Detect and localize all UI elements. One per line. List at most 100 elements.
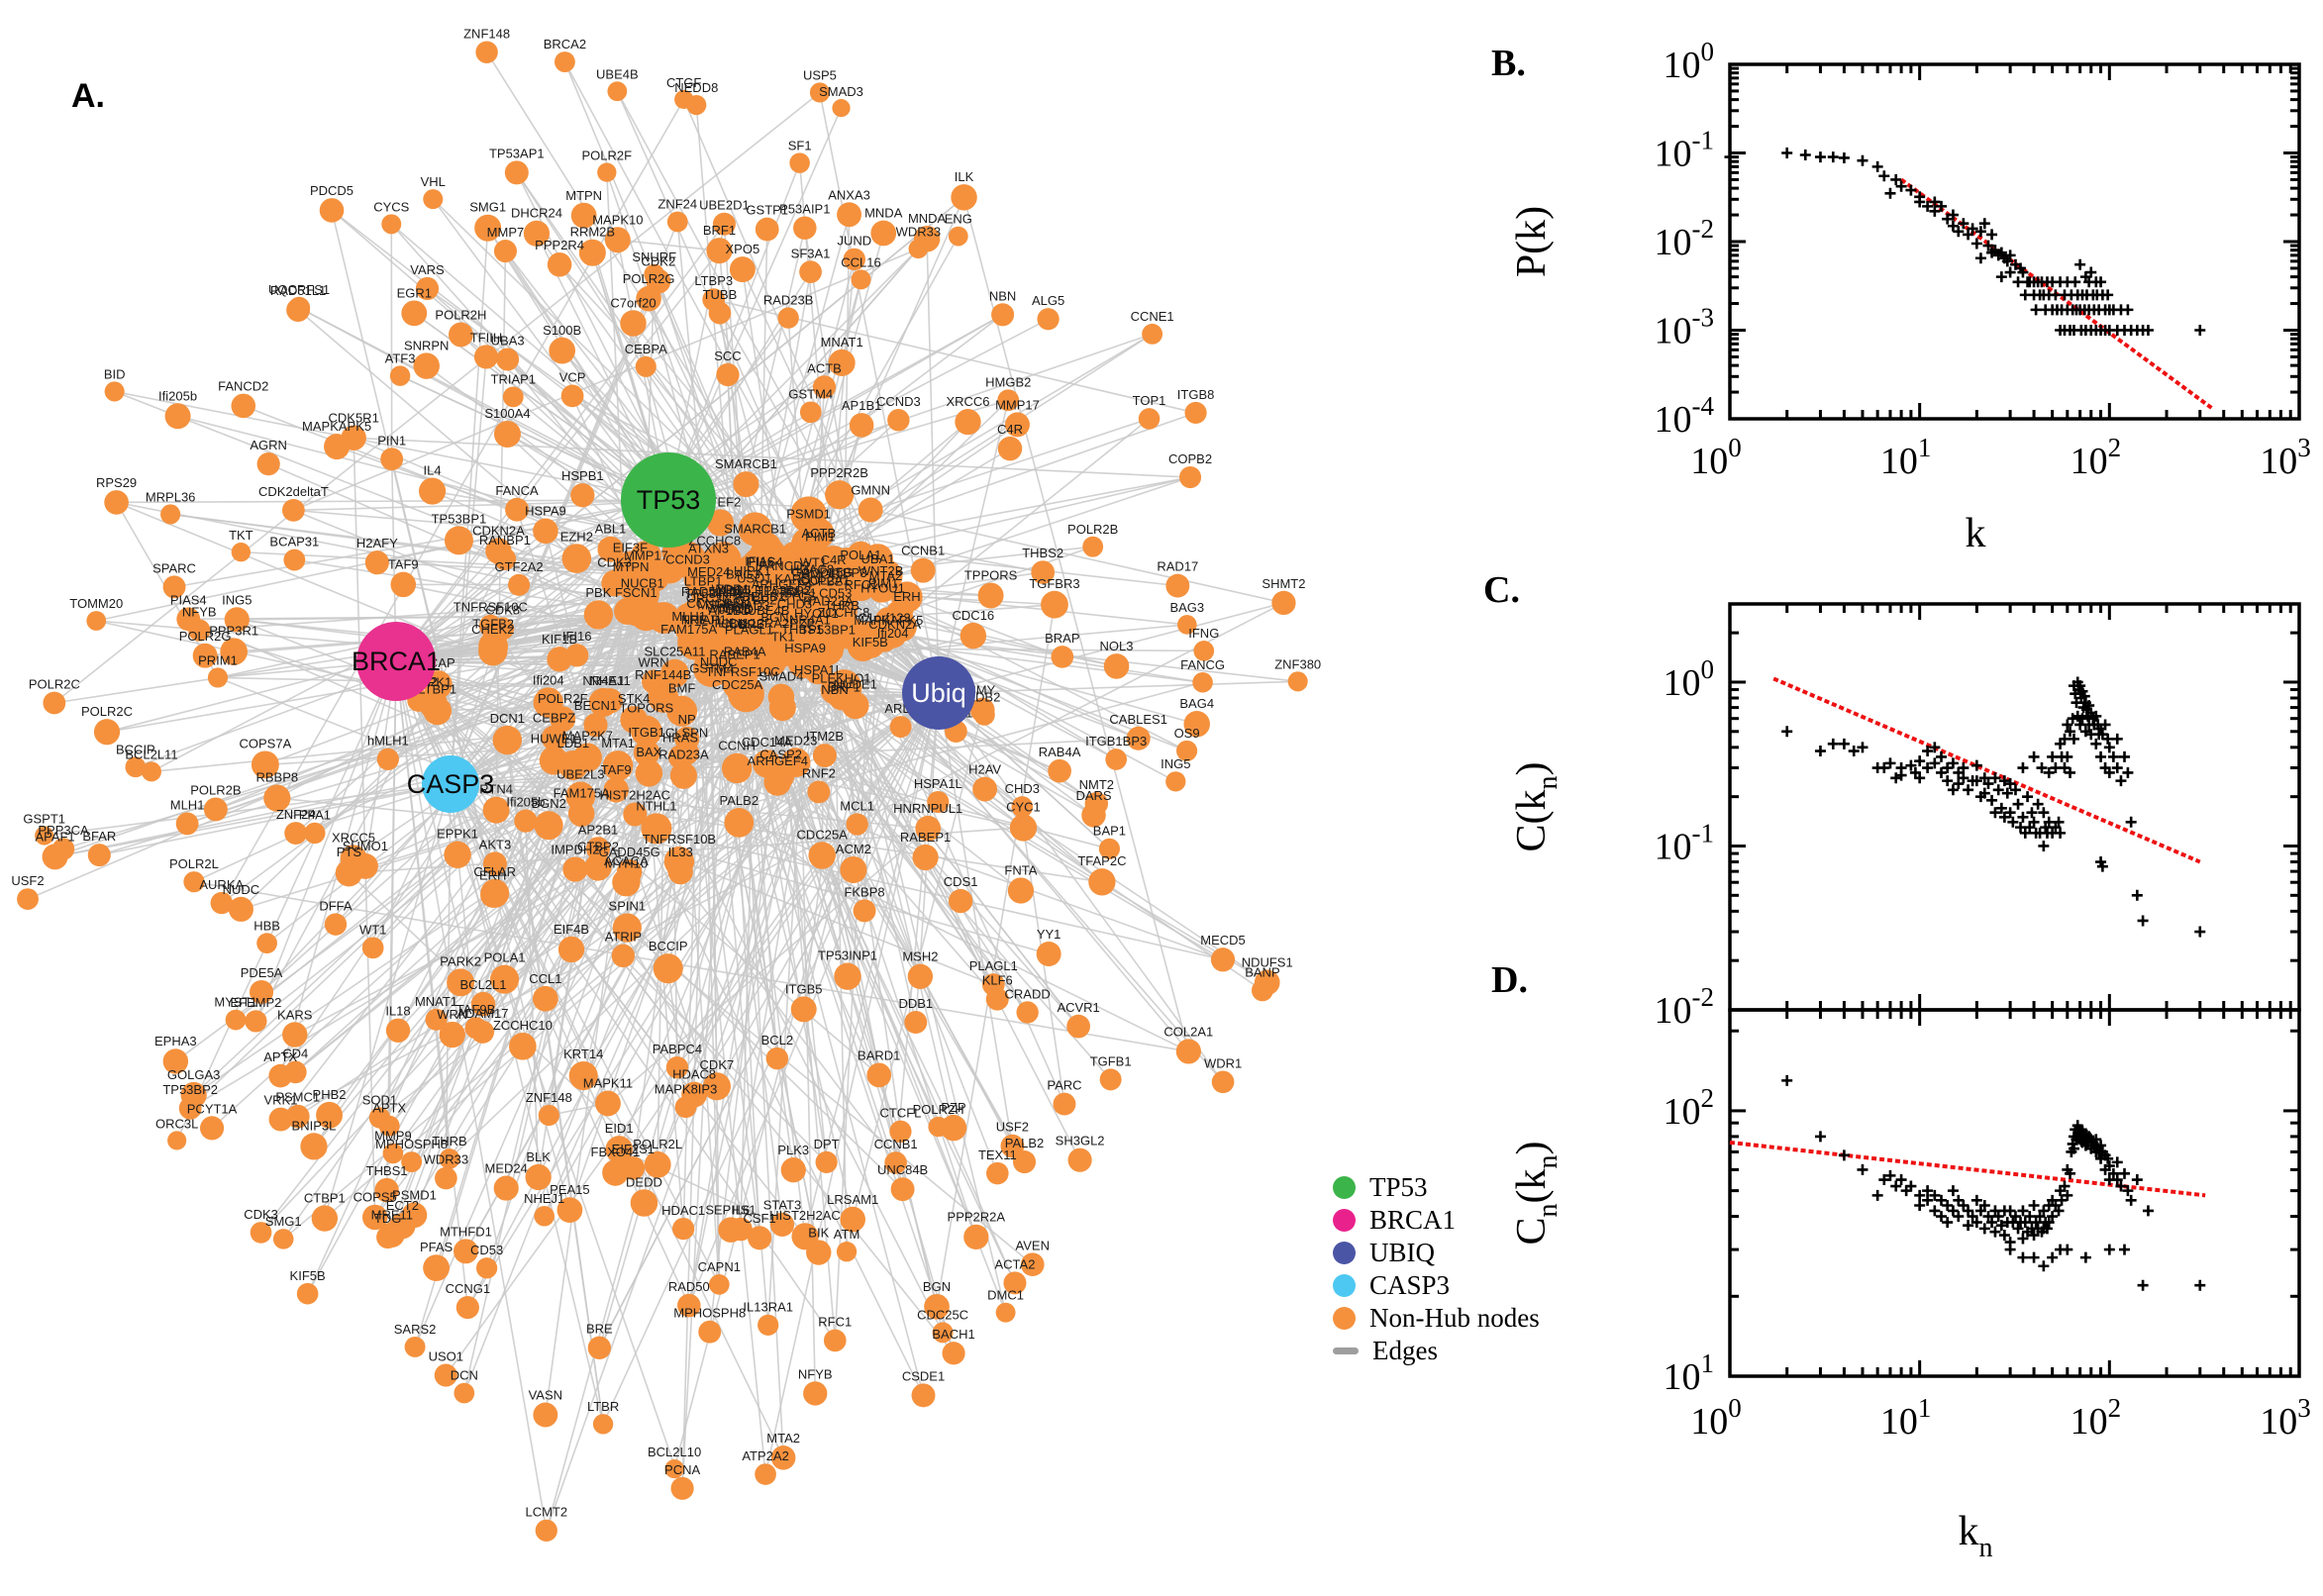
network-node bbox=[587, 1336, 612, 1360]
network-node bbox=[1177, 615, 1197, 635]
panel-b-label: B. bbox=[1491, 43, 1526, 84]
network-edge bbox=[293, 499, 669, 512]
ubiq-node-icon bbox=[1333, 1241, 1356, 1264]
network-node bbox=[995, 1302, 1016, 1323]
legend-label: Edges bbox=[1372, 1335, 1438, 1365]
network-node bbox=[889, 1120, 912, 1143]
network-node bbox=[644, 1150, 671, 1178]
network-edge bbox=[802, 623, 1103, 883]
network-edge bbox=[395, 249, 721, 662]
network-edge bbox=[834, 643, 871, 1341]
legend: TP53 BRCA1 UBIQ CASP3 Non-Hub nodes Edge… bbox=[1333, 1172, 1540, 1365]
panel-a-label: A. bbox=[71, 77, 105, 115]
network-node bbox=[490, 964, 520, 994]
network-edge bbox=[395, 660, 718, 1087]
tick-label: 102 bbox=[1664, 1083, 1715, 1133]
network-node bbox=[533, 518, 558, 545]
network-node bbox=[1098, 838, 1121, 859]
data-point bbox=[2095, 750, 2107, 762]
nonhub-node-icon bbox=[1333, 1306, 1356, 1330]
tick-label: 10-1 bbox=[1655, 818, 1715, 867]
network-edge bbox=[450, 783, 1103, 883]
network-edge bbox=[646, 751, 944, 1334]
network-node bbox=[162, 575, 186, 599]
network-node bbox=[175, 812, 199, 836]
tick-label: 100 bbox=[1690, 1393, 1742, 1443]
network-edge bbox=[570, 692, 940, 950]
network-node bbox=[706, 238, 733, 264]
network-node bbox=[228, 896, 253, 922]
ticks-C bbox=[1728, 604, 2301, 1012]
network-node bbox=[836, 1242, 858, 1262]
data-point bbox=[2028, 1251, 2040, 1263]
network-node bbox=[997, 436, 1023, 461]
data-point bbox=[1989, 1226, 2001, 1238]
network-edge bbox=[1022, 827, 1065, 1105]
network-node bbox=[677, 1293, 701, 1318]
data-point bbox=[2004, 1205, 2016, 1217]
network-node bbox=[1082, 536, 1104, 557]
network-edge bbox=[667, 499, 1044, 573]
network-edge bbox=[395, 660, 1224, 961]
data-point bbox=[1884, 187, 1896, 199]
network-node bbox=[423, 696, 453, 726]
network-edge bbox=[399, 374, 669, 501]
data-point bbox=[1942, 775, 1954, 787]
network-edge bbox=[714, 605, 925, 1396]
network-edge bbox=[395, 223, 726, 662]
data-point bbox=[2137, 1279, 2149, 1291]
network-node bbox=[567, 800, 595, 828]
network-node bbox=[475, 1257, 498, 1279]
data-point bbox=[2012, 1223, 2024, 1235]
data-point bbox=[2142, 1205, 2154, 1217]
data-point bbox=[1986, 794, 1998, 806]
network-node bbox=[698, 1320, 722, 1344]
data-point bbox=[2103, 1244, 2115, 1255]
network-node bbox=[1036, 942, 1061, 967]
network-node bbox=[940, 1114, 967, 1142]
network-node bbox=[832, 99, 851, 118]
data-point bbox=[1838, 738, 1850, 749]
data-point bbox=[1814, 746, 1826, 757]
network-node bbox=[1179, 466, 1202, 489]
network-node bbox=[669, 761, 697, 789]
network-edge bbox=[254, 558, 506, 1022]
network-edge bbox=[843, 214, 851, 613]
network-node bbox=[702, 288, 726, 311]
network-node bbox=[1138, 408, 1161, 430]
data-point bbox=[2028, 750, 2040, 762]
network-edge bbox=[906, 596, 1063, 658]
network-node bbox=[907, 963, 934, 989]
network-edge bbox=[372, 718, 563, 948]
network-node bbox=[505, 497, 529, 522]
network-edge bbox=[475, 692, 940, 1029]
data-point bbox=[2125, 816, 2137, 828]
data-point bbox=[2022, 791, 2034, 803]
network-node bbox=[870, 220, 897, 247]
data-point bbox=[2111, 733, 2123, 745]
data-point bbox=[1942, 1200, 1954, 1212]
data-point bbox=[2115, 775, 2127, 787]
ticks-B bbox=[1728, 62, 2301, 421]
network-edge bbox=[450, 783, 806, 1238]
data-point bbox=[1827, 151, 1839, 163]
data-point bbox=[2062, 750, 2073, 762]
network-node bbox=[605, 1136, 633, 1163]
network-edge bbox=[525, 820, 904, 1190]
network-edge bbox=[193, 880, 1189, 1052]
network-edge bbox=[656, 681, 1203, 830]
network-node bbox=[1126, 726, 1151, 750]
network-edge bbox=[614, 692, 940, 1173]
network-node bbox=[969, 697, 995, 723]
tick-label: 10-1 bbox=[1655, 126, 1715, 175]
network-node bbox=[770, 1446, 796, 1470]
network-node bbox=[997, 389, 1020, 412]
network-node bbox=[1142, 323, 1163, 345]
tick-label: 100 bbox=[1664, 654, 1715, 704]
data-point bbox=[1914, 191, 1926, 203]
network-edge bbox=[324, 783, 452, 1219]
network-edge bbox=[676, 692, 940, 1068]
network-node bbox=[932, 1322, 954, 1344]
network-node bbox=[825, 480, 855, 510]
data-point bbox=[1838, 1149, 1850, 1161]
